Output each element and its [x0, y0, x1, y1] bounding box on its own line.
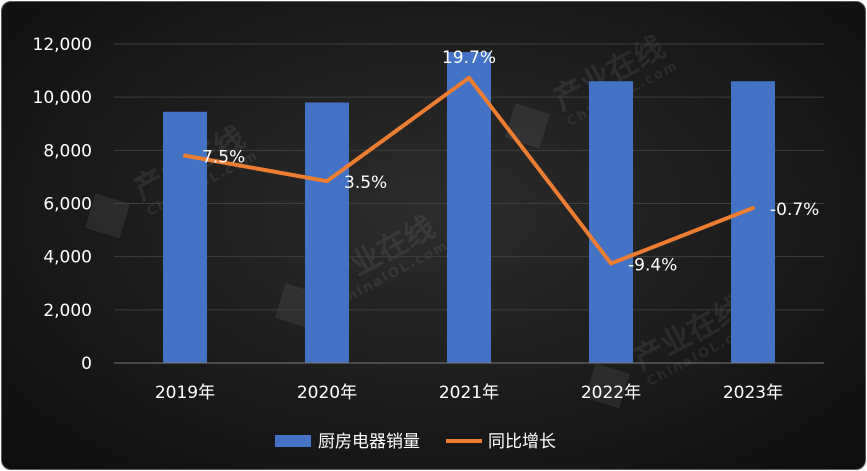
- y-tick-label: 2,000: [43, 301, 92, 321]
- x-tick-label: 2022年: [581, 383, 641, 403]
- growth-label-2023年: -0.7%: [770, 200, 819, 220]
- bar-2021年: [447, 51, 491, 363]
- legend-swatch-sales: [275, 435, 311, 447]
- bar-2020年: [305, 102, 349, 363]
- y-tick-label: 0: [81, 354, 92, 374]
- growth-label-2020年: 3.5%: [344, 173, 387, 193]
- watermark-logo-icon: [504, 103, 550, 149]
- growth-label-2021年: 19.7%: [442, 48, 496, 68]
- legend-label-sales: 厨房电器销量: [318, 432, 420, 452]
- x-tick-label: 2021年: [439, 383, 499, 403]
- x-axis: 2019年 2020年 2021年 2022年 2023年: [114, 362, 824, 403]
- watermark-logo-icon: [84, 193, 130, 239]
- data-labels: 7.5% 3.5% 19.7% -9.4% -0.7%: [202, 48, 819, 276]
- x-tick-label: 2020年: [297, 383, 357, 403]
- bar-2022年: [589, 81, 633, 363]
- x-tick-label: 2023年: [723, 383, 783, 403]
- bar-2019年: [163, 111, 207, 363]
- y-tick-label: 6,000: [43, 195, 92, 215]
- legend: 厨房电器销量 同比增长: [275, 432, 556, 452]
- x-tick-label: 2019年: [155, 383, 215, 403]
- y-tick-label: 8,000: [43, 141, 92, 161]
- growth-label-2019年: 7.5%: [202, 148, 245, 168]
- y-tick-label: 10,000: [33, 88, 92, 108]
- y-tick-label: 4,000: [43, 248, 92, 268]
- growth-point-2021年: [467, 75, 471, 80]
- growth-point-2019年: [183, 153, 187, 158]
- growth-point-2023年: [751, 205, 755, 210]
- growth-point-2020年: [325, 179, 329, 184]
- y-tick-label: 12,000: [33, 35, 92, 55]
- growth-line: [183, 75, 755, 266]
- y-axis: 0 2,000 4,000 6,000 8,000 10,000 12,000: [33, 35, 92, 374]
- legend-label-growth: 同比增长: [488, 432, 556, 452]
- growth-label-2022年: -9.4%: [628, 255, 677, 275]
- watermark-logo-icon: [584, 363, 630, 409]
- growth-point-2022年: [609, 261, 613, 266]
- bar-2023年: [731, 81, 775, 363]
